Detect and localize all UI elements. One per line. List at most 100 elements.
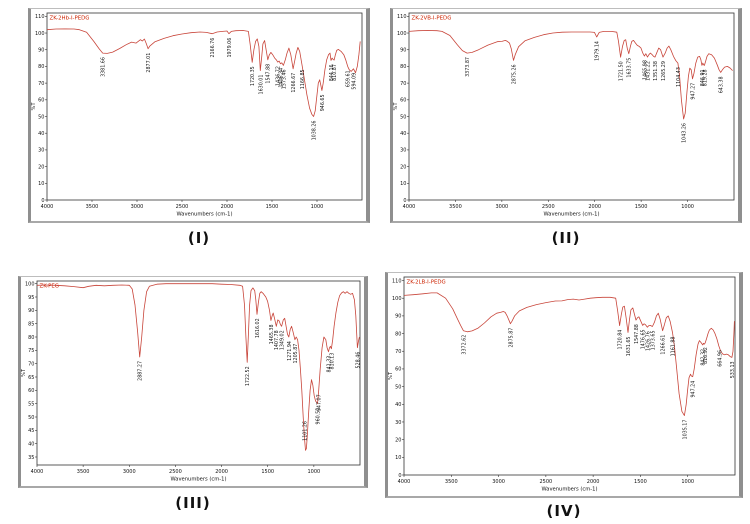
- peak-label: 533.13: [730, 361, 736, 378]
- y-tick-label: 30: [395, 420, 401, 426]
- x-axis-title: Wavenumbers (cm-1): [177, 212, 233, 218]
- y-tick-label: 70: [400, 81, 406, 87]
- x-tick-label: 1500: [261, 469, 274, 475]
- y-tick-label: 45: [28, 428, 34, 434]
- x-tick-label: 2500: [539, 479, 552, 485]
- peak-label: 664.96: [717, 350, 723, 367]
- peak-label: 1205.87: [293, 344, 299, 364]
- x-tick-label: 3500: [449, 204, 462, 210]
- chart-title: ZK-PEG: [40, 284, 59, 290]
- y-tick-label: 40: [395, 402, 401, 408]
- x-tick-label: 1500: [266, 204, 279, 210]
- peak-label: 1431.22: [646, 61, 652, 81]
- x-tick-label: 3500: [77, 469, 90, 475]
- peak-label: 1035.17: [682, 420, 688, 440]
- x-tick-label: 3000: [123, 469, 136, 475]
- panel-caption-4: (IV): [546, 502, 582, 520]
- peak-label: 1721.50: [619, 61, 625, 81]
- x-tick-label: 1500: [635, 204, 648, 210]
- x-tick-label: 1000: [681, 204, 694, 210]
- peak-label: 947.24: [691, 381, 697, 398]
- y-tick-label: 70: [28, 361, 34, 367]
- peak-label: 2875.87: [508, 328, 514, 348]
- peak-label: 810.13: [329, 353, 335, 370]
- x-tick-label: 3000: [131, 204, 144, 210]
- y-tick-label: 35: [28, 455, 34, 461]
- peak-label: 1349.02: [280, 330, 286, 350]
- x-tick-label: 3500: [86, 204, 99, 210]
- y-tick-label: 70: [395, 349, 401, 355]
- spectrum-line: [46, 28, 361, 117]
- peak-label: 594.09: [352, 73, 358, 90]
- peak-label: 947.27: [690, 83, 696, 100]
- peak-label: 1038.26: [312, 121, 318, 141]
- x-tick-label: 3500: [445, 479, 458, 485]
- peak-label: 1722.52: [245, 366, 251, 386]
- y-tick-label: 80: [28, 335, 34, 341]
- peak-label: 1465.38: [269, 324, 275, 344]
- y-tick-label: 65: [28, 375, 34, 381]
- y-tick-label: 100: [397, 31, 407, 37]
- y-tick-label: 60: [395, 367, 401, 373]
- peak-label: 841.33: [327, 356, 333, 373]
- y-tick-label: 10: [38, 181, 44, 187]
- peak-label: 844.16: [329, 64, 335, 81]
- y-tick-label: 50: [400, 114, 406, 120]
- peak-label: 846.91: [700, 69, 706, 86]
- spectrum-line: [36, 283, 360, 451]
- x-tick-label: 4000: [403, 204, 416, 210]
- peak-label: 1271.94: [287, 341, 293, 361]
- chart-title: ZK-2Hb-I-PEDG: [50, 16, 90, 22]
- peak-label: 1161.88: [670, 337, 676, 357]
- peak-label: 1547.88: [266, 64, 272, 84]
- y-tick-label: 100: [35, 31, 45, 37]
- peak-label: 946.65: [320, 94, 326, 111]
- peak-label: 1630.01: [258, 75, 264, 95]
- spectrum-panel-1: 110 100 90 80 70 60 50 40 30 20 10 0 4000 3500 3000 250…: [28, 8, 370, 223]
- y-tick-label: 90: [400, 48, 406, 54]
- y-tick-label: 55: [28, 401, 34, 407]
- y-tick-label: 20: [395, 437, 401, 443]
- x-axis-title: Wavenumbers (cm-1): [171, 477, 227, 483]
- peak-label: 2875.26: [511, 64, 517, 84]
- peak-label: 1373.65: [650, 331, 656, 351]
- plot-area: [408, 12, 735, 201]
- peak-label: 2887.27: [138, 361, 144, 381]
- peak-label: 2877.01: [146, 53, 152, 73]
- peak-label: 1407.78: [274, 330, 280, 350]
- plot-area: [46, 12, 363, 201]
- y-tick-label: 90: [28, 308, 34, 314]
- y-tick-label: 80: [400, 64, 406, 70]
- y-tick-label: 50: [38, 114, 44, 120]
- y-tick-label: 40: [28, 441, 34, 447]
- y-tick-label: 60: [400, 98, 406, 104]
- y-tick-label: 50: [395, 384, 401, 390]
- y-axis-title: %T: [31, 102, 37, 111]
- spectrum-line: [408, 30, 733, 120]
- x-axis-title: Wavenumbers (cm-1): [544, 212, 600, 218]
- x-tick-label: 2000: [221, 204, 234, 210]
- peak-label: 1104.43: [676, 67, 682, 87]
- y-tick-label: 80: [38, 64, 44, 70]
- x-tick-label: 2500: [542, 204, 555, 210]
- y-tick-label: 0: [398, 473, 401, 479]
- peak-label: 1465.98: [642, 60, 648, 80]
- y-tick-label: 100: [25, 281, 35, 287]
- y-axis-title: %T: [393, 102, 399, 111]
- x-tick-label: 2000: [588, 204, 601, 210]
- panel-caption-2: (II): [551, 229, 581, 247]
- x-tick-label: 2000: [587, 479, 600, 485]
- y-tick-label: 110: [35, 14, 45, 20]
- peak-label: 1633.75: [627, 58, 633, 78]
- peak-label: 842.32: [701, 349, 707, 366]
- peak-label: 1720.35: [250, 66, 256, 86]
- peak-label: 1266.67: [291, 73, 297, 93]
- y-tick-label: 85: [28, 321, 34, 327]
- y-tick-label: 110: [397, 14, 407, 20]
- y-tick-label: 90: [38, 48, 44, 54]
- y-tick-label: 20: [400, 164, 406, 170]
- y-tick-label: 10: [395, 455, 401, 461]
- peak-label: 1616.02: [255, 318, 261, 338]
